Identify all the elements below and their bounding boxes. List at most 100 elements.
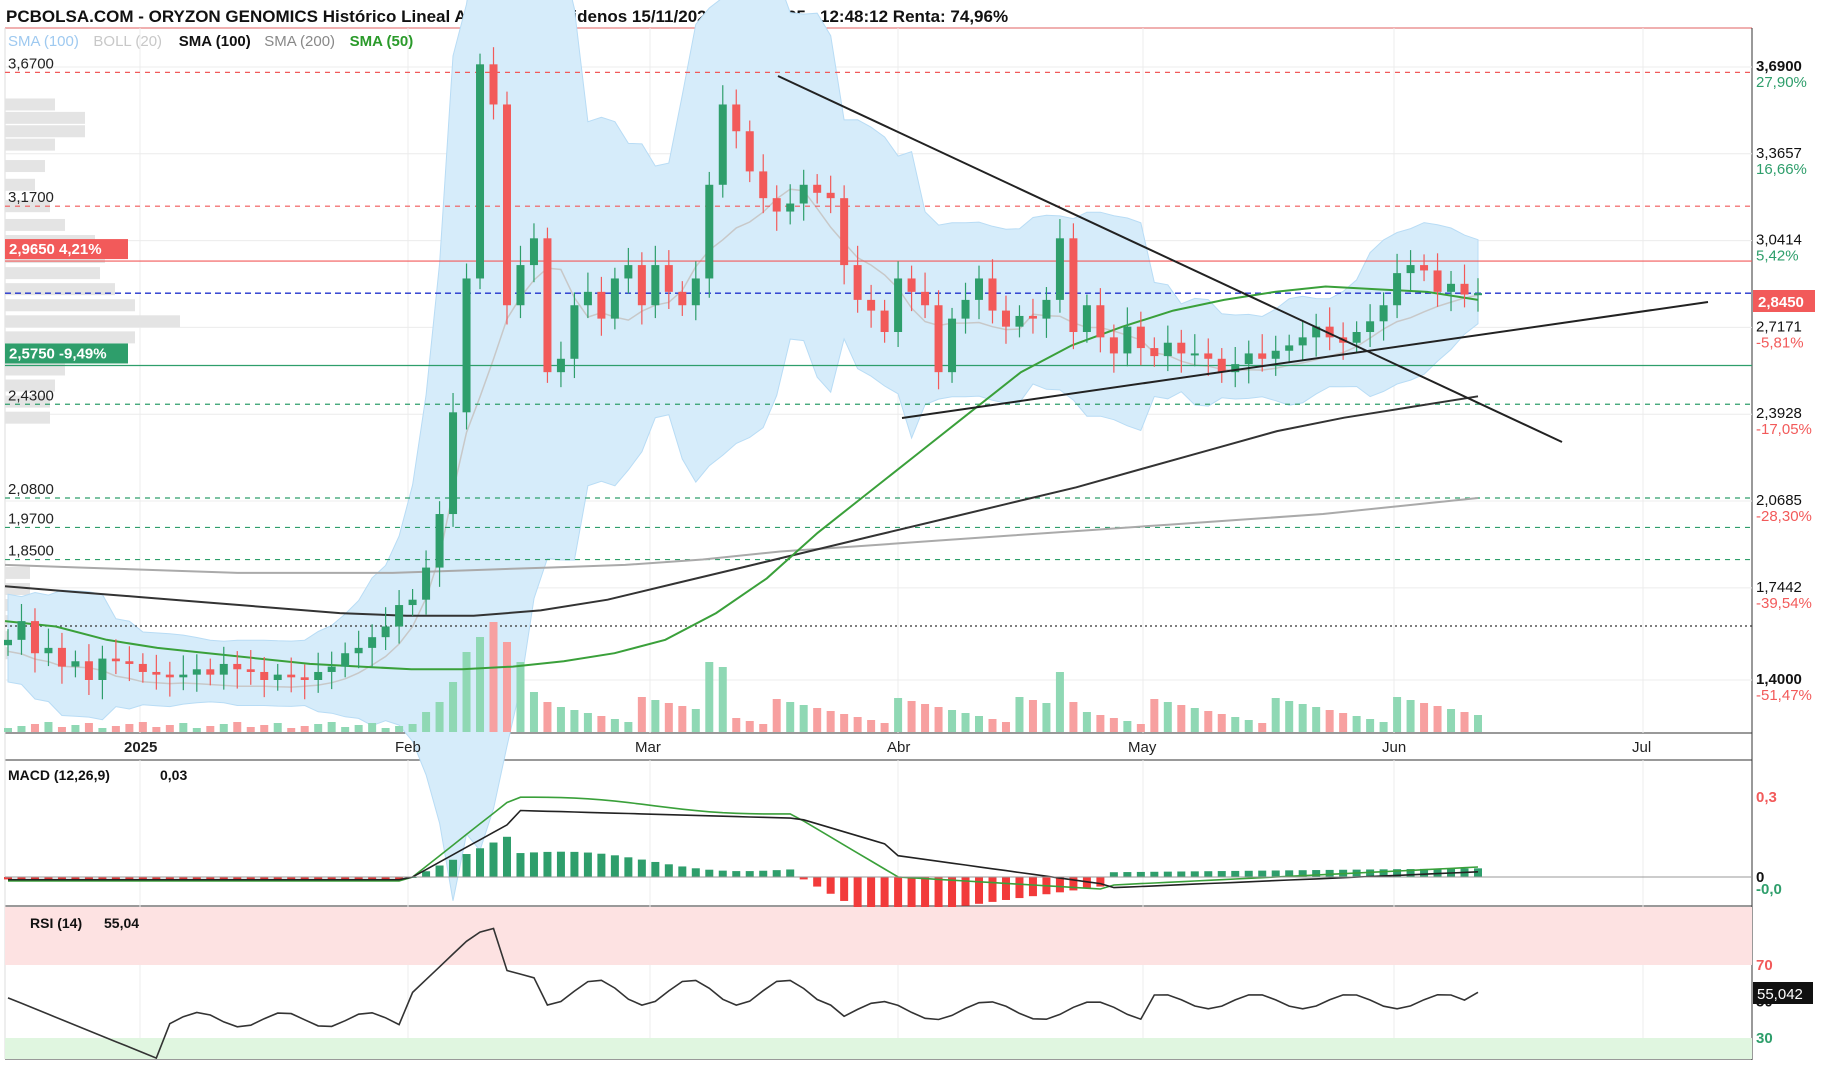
volume-bar bbox=[1217, 714, 1226, 732]
macd-histogram-bar bbox=[44, 877, 53, 880]
rsi-overbought-zone bbox=[5, 907, 1752, 965]
volume-bar bbox=[1042, 703, 1051, 732]
volume-bar bbox=[1325, 710, 1334, 732]
candle-body bbox=[894, 278, 903, 333]
time-axis-label: Jun bbox=[1382, 739, 1406, 756]
macd-histogram-bar bbox=[152, 877, 161, 880]
macd-histogram-bar bbox=[975, 877, 984, 904]
macd-histogram-bar bbox=[1312, 870, 1321, 877]
volume-bar bbox=[705, 662, 714, 732]
macd-histogram-bar bbox=[30, 877, 39, 880]
macd-value: 0,03 bbox=[160, 767, 187, 783]
level-label: 3,6700 bbox=[8, 55, 54, 72]
volume-bar bbox=[975, 716, 984, 732]
candle-body bbox=[1082, 305, 1091, 333]
right-axis-percent: -39,54% bbox=[1756, 595, 1812, 612]
volume-bar bbox=[516, 662, 525, 732]
candle-body bbox=[1177, 342, 1186, 354]
volume-bar bbox=[476, 637, 485, 732]
right-axis-price: 2,7171 bbox=[1756, 318, 1802, 335]
volume-bar bbox=[961, 713, 970, 732]
candle-body bbox=[705, 184, 714, 279]
candle-body bbox=[152, 671, 161, 675]
macd-histogram-bar bbox=[395, 877, 404, 880]
candle-body bbox=[314, 671, 323, 680]
candle-body bbox=[880, 310, 889, 333]
macd-histogram-bar bbox=[1163, 871, 1172, 877]
macd-histogram-bar bbox=[260, 877, 269, 880]
macd-histogram-bar bbox=[1258, 870, 1267, 877]
macd-histogram-bar bbox=[314, 877, 323, 880]
level-tag-box bbox=[5, 239, 128, 260]
macd-histogram-bar bbox=[1123, 872, 1132, 877]
volume-bar bbox=[138, 722, 147, 732]
sma100-line bbox=[4, 395, 1479, 617]
volume-profile-bar bbox=[5, 160, 45, 173]
time-axis-label: 2025 bbox=[124, 739, 157, 756]
volume-bar bbox=[988, 719, 997, 732]
candle-body bbox=[1136, 326, 1145, 349]
time-axis-label: Jul bbox=[1632, 739, 1651, 756]
macd-histogram-bar bbox=[1474, 868, 1482, 877]
candle-body bbox=[206, 669, 215, 675]
macd-histogram-bar bbox=[1271, 870, 1280, 877]
macd-histogram-bar bbox=[826, 877, 835, 894]
volume-bar bbox=[1406, 700, 1415, 732]
current-price: 2,8450 bbox=[1758, 294, 1804, 311]
level-tag-label: 2,5750 -9,49% bbox=[9, 345, 107, 362]
candle-body bbox=[246, 669, 255, 672]
candle-body bbox=[354, 647, 363, 654]
volume-bar bbox=[111, 726, 120, 732]
candle-body bbox=[44, 647, 53, 654]
volume-bar bbox=[570, 710, 579, 732]
candle-body bbox=[1204, 353, 1213, 359]
candle-body bbox=[1015, 315, 1024, 327]
volume-profile-bar bbox=[5, 315, 180, 328]
macd-histogram-bar bbox=[961, 877, 970, 906]
volume-bar bbox=[745, 721, 754, 732]
rsi-oversold-zone bbox=[5, 1038, 1752, 1059]
candle-body bbox=[327, 666, 336, 672]
candle-body bbox=[502, 104, 511, 306]
candle-body bbox=[988, 278, 997, 311]
candle-body bbox=[435, 514, 444, 568]
volume-profile-bar bbox=[5, 218, 65, 231]
volume-bar bbox=[759, 724, 768, 732]
volume-bar bbox=[1015, 697, 1024, 732]
volume-profile-bar bbox=[5, 411, 50, 424]
time-axis: 2025 Feb Mar Abr May Jun Jul bbox=[124, 739, 1651, 756]
macd-histogram-bar bbox=[381, 877, 390, 880]
macd-histogram-bar bbox=[1379, 869, 1388, 877]
trendlines bbox=[777, 75, 1709, 443]
volume-bar bbox=[98, 728, 107, 732]
candle-body bbox=[219, 663, 228, 675]
right-axis-price: 2,3928 bbox=[1756, 405, 1802, 422]
macd-histogram-bar bbox=[1366, 869, 1375, 877]
macd-histogram-bar bbox=[1082, 877, 1091, 889]
volume-profile-bar bbox=[5, 98, 55, 111]
right-axis-percent: 5,42% bbox=[1756, 248, 1799, 265]
macd-histogram-bar bbox=[179, 877, 188, 880]
volume-profile bbox=[5, 98, 180, 660]
volume-bar bbox=[894, 698, 903, 732]
candle-body bbox=[1366, 321, 1375, 333]
candle-body bbox=[1042, 299, 1051, 319]
volume-bar bbox=[233, 722, 242, 732]
indicator-legend: SMA (100) BOLL (20) SMA (100) SMA (200) SMA … bbox=[8, 33, 413, 50]
volume-bar bbox=[1393, 697, 1402, 732]
macd-histogram-bar bbox=[948, 877, 957, 908]
volume-bar bbox=[583, 713, 592, 732]
macd-histogram-bar bbox=[610, 855, 619, 877]
macd-histogram-bar bbox=[354, 877, 363, 880]
volume-bar bbox=[314, 724, 323, 732]
volume-bar bbox=[246, 727, 255, 732]
macd-histogram-bar bbox=[219, 877, 228, 880]
macd-histogram-bar bbox=[637, 859, 646, 877]
volume-bar bbox=[287, 728, 296, 732]
macd-histogram-bar bbox=[1325, 869, 1334, 877]
macd-histogram-bar bbox=[111, 877, 120, 880]
macd-histogram-bar bbox=[233, 877, 242, 880]
volume-bar bbox=[1433, 706, 1442, 732]
macd-histogram-bar bbox=[1420, 868, 1429, 877]
macd-histogram-bar bbox=[772, 870, 781, 877]
